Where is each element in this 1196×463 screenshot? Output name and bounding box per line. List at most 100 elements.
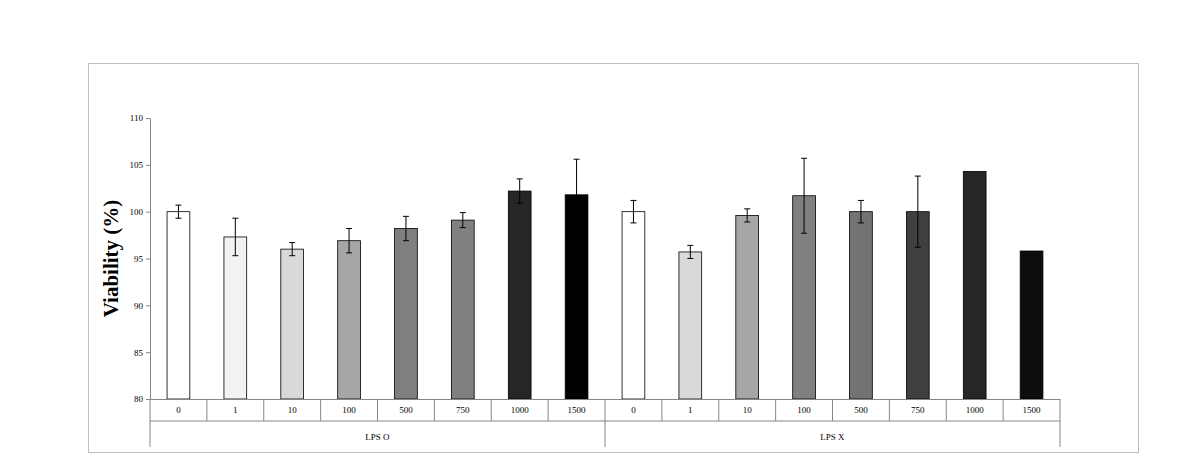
bar xyxy=(338,241,361,399)
error-bar-stem xyxy=(292,243,293,256)
error-bar-stem xyxy=(747,209,748,222)
error-bar-stem xyxy=(860,200,861,222)
group-axis-line xyxy=(150,421,1060,422)
error-bar-cap xyxy=(574,159,580,160)
y-tick-mark xyxy=(146,118,150,119)
x-tick-label: 500 xyxy=(854,405,868,415)
error-bar-cap xyxy=(232,218,238,219)
chart-frame xyxy=(89,64,1139,453)
category-separator xyxy=(548,399,549,421)
error-bar-cap xyxy=(915,176,921,177)
error-bar-stem xyxy=(235,218,236,255)
error-bar xyxy=(403,216,409,240)
error-bar-cap xyxy=(517,203,523,204)
group-label: LPS O xyxy=(365,432,390,442)
y-tick: 85 xyxy=(134,348,150,358)
error-bar xyxy=(346,229,352,253)
error-bar xyxy=(858,200,864,222)
x-tick: 750 xyxy=(911,399,925,415)
x-tick-label: 10 xyxy=(743,405,753,415)
error-bar-cap xyxy=(744,208,750,209)
y-tick: 80 xyxy=(134,394,150,404)
error-bar-cap xyxy=(630,200,636,201)
x-tick-label: 0 xyxy=(631,405,636,415)
x-tick-label: 0 xyxy=(176,405,181,415)
x-tick: 1500 xyxy=(568,399,587,415)
category-separator xyxy=(377,399,378,421)
error-bar-cap xyxy=(574,230,580,231)
x-tick: 1 xyxy=(233,399,238,415)
error-bar-cap xyxy=(517,178,523,179)
y-tick-label: 90 xyxy=(134,301,144,311)
error-bar xyxy=(687,245,693,258)
error-bar-stem xyxy=(804,158,805,233)
bar xyxy=(281,249,304,399)
y-tick-label: 105 xyxy=(130,160,144,170)
error-bar-cap xyxy=(289,242,295,243)
y-tick-label: 100 xyxy=(130,207,144,217)
x-tick-label: 1 xyxy=(233,405,238,415)
x-tick: 1000 xyxy=(966,399,985,415)
category-separator xyxy=(491,399,492,421)
x-tick: 500 xyxy=(399,399,413,415)
bar xyxy=(1020,251,1043,399)
bar xyxy=(224,237,247,399)
x-tick-label: 500 xyxy=(399,405,413,415)
error-bar-cap xyxy=(403,216,409,217)
error-bar-cap xyxy=(460,227,466,228)
error-bar xyxy=(232,218,238,255)
x-tick-label: 1000 xyxy=(966,405,985,415)
category-separators xyxy=(150,399,1060,447)
error-bar-cap xyxy=(744,221,750,222)
x-tick: 750 xyxy=(456,399,470,415)
error-bar-cap xyxy=(460,212,466,213)
y-tick-label: 85 xyxy=(134,348,144,358)
category-separator xyxy=(206,399,207,421)
error-bar-cap xyxy=(346,252,352,253)
bar xyxy=(508,191,531,399)
bar xyxy=(622,212,645,399)
plot-area xyxy=(167,158,1043,399)
y-tick-label: 110 xyxy=(130,113,144,123)
error-bar-stem xyxy=(462,213,463,228)
category-separator xyxy=(946,399,947,421)
error-bar xyxy=(460,213,466,228)
category-separator xyxy=(832,399,833,421)
category-separator xyxy=(889,399,890,421)
y-axis-line xyxy=(150,119,151,400)
y-tick-mark xyxy=(146,352,150,353)
error-bar xyxy=(289,243,295,256)
y-tick: 90 xyxy=(134,301,150,311)
error-bar xyxy=(801,158,807,233)
error-bar-cap xyxy=(915,247,921,248)
error-bar-cap xyxy=(232,255,238,256)
error-bar xyxy=(915,176,921,247)
x-tick-label: 10 xyxy=(288,405,298,415)
x-tick: 500 xyxy=(854,399,868,415)
error-bar-cap xyxy=(858,222,864,223)
error-bar-cap xyxy=(687,258,693,259)
error-bar-stem xyxy=(405,216,406,240)
y-axis-title: Viability (%) xyxy=(99,200,123,318)
x-tick-label: 750 xyxy=(456,405,470,415)
error-bar-cap xyxy=(346,228,352,229)
bar xyxy=(850,212,873,399)
y-tick: 110 xyxy=(130,113,150,123)
bar xyxy=(395,229,418,399)
error-bar-cap xyxy=(175,218,181,219)
x-tick-label: 100 xyxy=(342,405,356,415)
group-separator xyxy=(150,399,151,447)
y-tick-mark xyxy=(146,399,150,400)
category-separator xyxy=(434,399,435,421)
y-tick-mark xyxy=(146,305,150,306)
error-bar xyxy=(744,209,750,222)
bar xyxy=(679,252,702,399)
x-tick: 100 xyxy=(797,399,811,415)
error-bar-cap xyxy=(801,233,807,234)
group-separator xyxy=(1060,399,1061,447)
error-bar xyxy=(175,205,181,218)
x-tick-label: 1 xyxy=(688,405,693,415)
bar xyxy=(963,171,986,399)
error-bar xyxy=(574,159,580,230)
x-tick: 100 xyxy=(342,399,356,415)
